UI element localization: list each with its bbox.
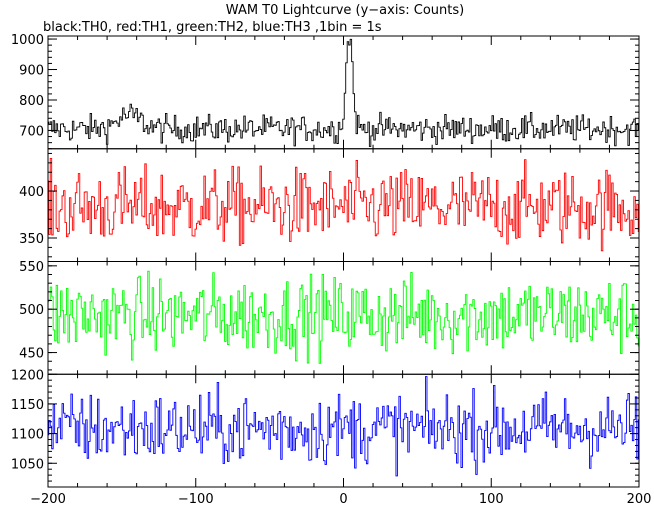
x-tick-label: 0: [339, 492, 347, 505]
x-axis: −200 −100 0 100 200: [30, 492, 651, 505]
y-tick-label: 900: [19, 64, 44, 79]
panel-th2: 450 500 550: [19, 260, 640, 375]
panel-frame: [47, 261, 640, 375]
y-tick-label: 400: [19, 185, 44, 200]
y-tick-label: 350: [19, 232, 44, 247]
y-tick-label: 450: [19, 347, 44, 362]
series-line-th0: [48, 38, 639, 147]
chart-subtitle: black:TH0, red:TH1, green:TH2, blue:TH3 …: [43, 20, 382, 35]
y-tick-label: 700: [19, 124, 44, 139]
panel-frame: [47, 35, 640, 150]
y-tick-label: 800: [19, 94, 44, 109]
panel-th1: 350 400: [19, 148, 640, 262]
y-tick-label: 1100: [11, 428, 44, 443]
y-tick-label: 1050: [11, 457, 44, 472]
y-tick-label: 550: [19, 260, 44, 275]
y-tick-label: 1000: [11, 33, 44, 48]
panel-frame: [47, 373, 640, 488]
series-line-th2: [48, 270, 639, 364]
y-tick-label: 1200: [11, 368, 44, 383]
panel-th0: 700 800 900 1000: [11, 33, 640, 150]
panel-th3: 1050 1100 1150 1200: [11, 368, 640, 488]
x-tick-label: −200: [30, 492, 66, 505]
x-tick-label: 100: [479, 492, 504, 505]
x-tick-label: −100: [178, 492, 214, 505]
y-tick-label: 1150: [11, 398, 44, 413]
chart-title: WAM T0 Lightcurve (y−axis: Counts): [226, 3, 464, 18]
series-line-th1: [48, 157, 639, 252]
x-tick-label: 200: [627, 492, 652, 505]
y-tick-label: 500: [19, 303, 44, 318]
series-line-th3: [48, 376, 639, 477]
panels-group: 700 800 900 1000 350 400 450 500 550 1050 1100 1150…: [11, 33, 640, 488]
